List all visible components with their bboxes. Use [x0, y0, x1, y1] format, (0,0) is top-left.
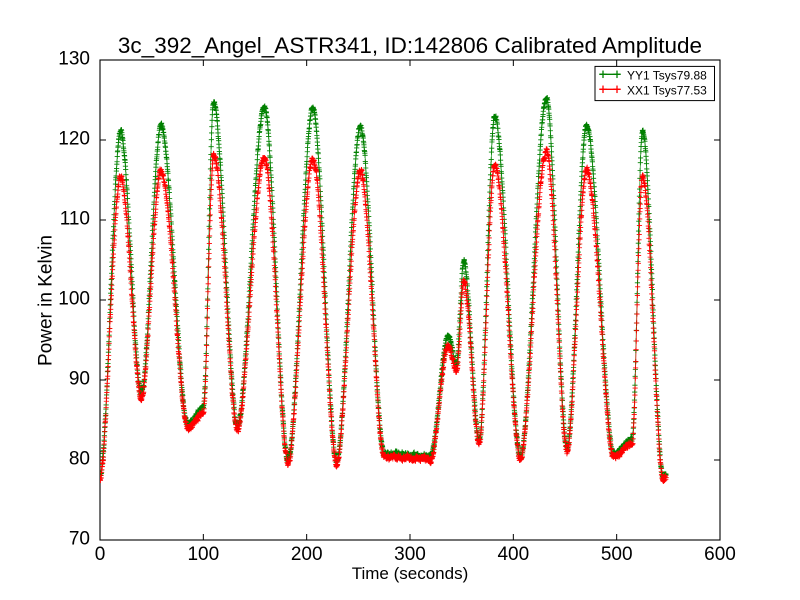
svg-text:100: 100 [58, 289, 90, 310]
svg-text:120: 120 [58, 129, 90, 150]
svg-text:400: 400 [497, 544, 529, 565]
svg-text:70: 70 [69, 529, 90, 550]
svg-text:100: 100 [187, 544, 219, 565]
svg-text:3c_392_Angel_ASTR341, ID:14280: 3c_392_Angel_ASTR341, ID:142806 Calibrat… [118, 33, 702, 58]
svg-text:Time (seconds): Time (seconds) [352, 564, 469, 583]
svg-text:130: 130 [58, 49, 90, 70]
svg-text:300: 300 [394, 544, 426, 565]
svg-text:XX1 Tsys77.53: XX1 Tsys77.53 [627, 83, 707, 97]
svg-text:110: 110 [60, 209, 90, 230]
svg-text:200: 200 [291, 544, 323, 565]
svg-text:500: 500 [601, 544, 633, 565]
svg-text:600: 600 [704, 544, 736, 565]
svg-text:Power in Kelvin: Power in Kelvin [36, 235, 57, 366]
svg-text:YY1 Tsys79.88: YY1 Tsys79.88 [627, 68, 707, 82]
svg-text:90: 90 [69, 369, 90, 390]
svg-text:0: 0 [95, 544, 106, 565]
svg-text:80: 80 [69, 449, 90, 470]
